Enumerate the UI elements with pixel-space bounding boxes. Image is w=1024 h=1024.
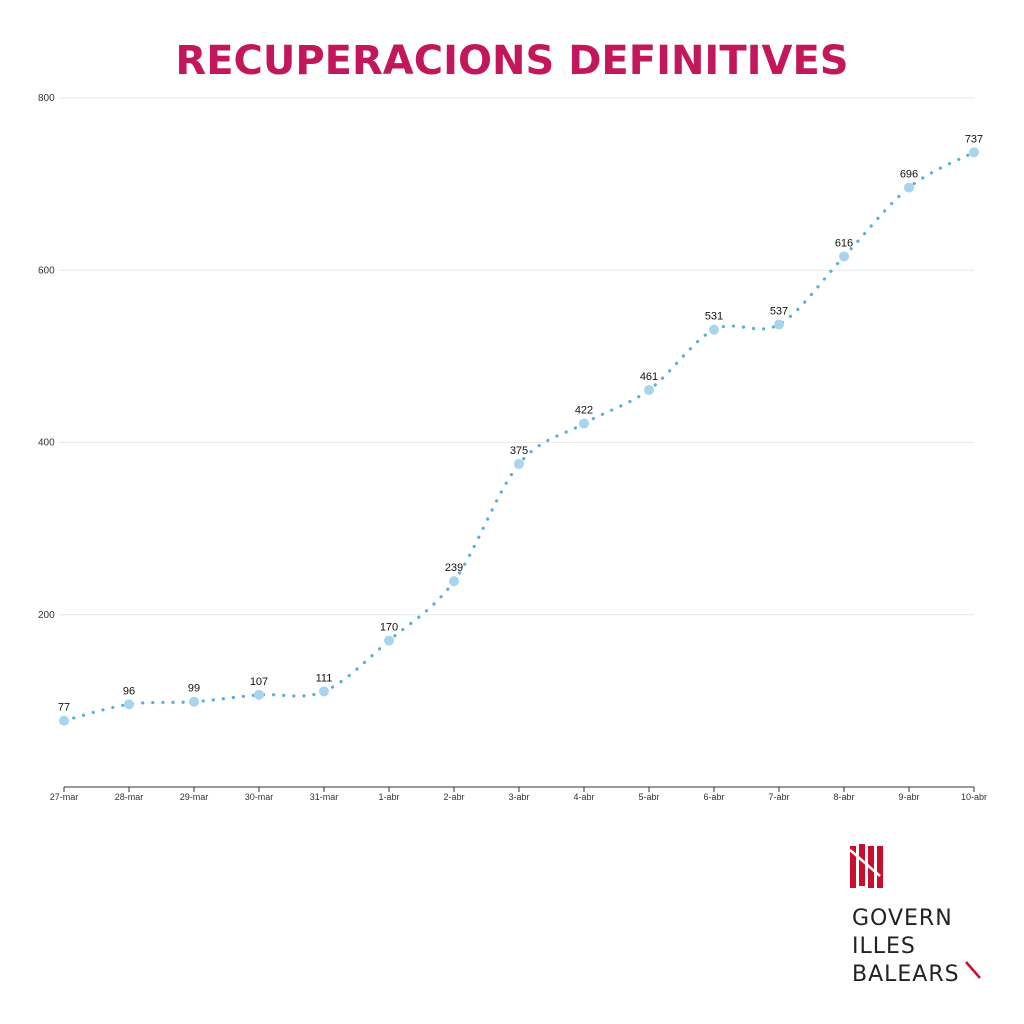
x-tick-label: 5-abr [638,792,659,802]
data-point [709,324,719,335]
data-label: 616 [835,237,853,249]
data-point [59,715,69,726]
data-point [644,384,654,395]
logo-text: GOVERN ILLES BALEARS [852,905,960,989]
y-tick-label: 200 [38,610,55,621]
y-tick-label: 600 [38,265,55,276]
line-chart: 200 400 600 800 27-mar 28-mar 29-mar 30-mar 31-m… [38,93,987,802]
data-label: 107 [250,676,268,688]
x-tick-label: 6-abr [703,792,724,802]
data-point [579,418,589,429]
data-point [449,576,459,587]
data-point [774,319,784,330]
x-tick-label: 27-mar [50,792,79,802]
x-tick-label: 7-abr [768,792,789,802]
logo-line-balears: BALEARS [852,962,960,987]
govern-logo-icon [850,844,981,979]
data-label: 77 [58,702,70,714]
data-label: 111 [316,672,333,684]
x-tick-label: 9-abr [898,792,919,802]
x-tick-label: 8-abr [833,792,854,802]
data-point [514,459,524,470]
x-tick-label: 1-abr [378,792,399,802]
x-tick-label: 30-mar [245,792,274,802]
x-tick-label: 2-abr [443,792,464,802]
data-point [904,182,914,193]
x-tick-label: 3-abr [508,792,529,802]
data-label: 531 [705,311,723,323]
x-tick-label: 10-abr [961,792,987,802]
data-point [839,251,849,262]
data-label: 461 [640,371,658,383]
data-label: 696 [900,169,918,181]
data-label: 537 [770,306,788,318]
data-point [384,635,394,646]
data-label: 737 [965,133,983,145]
data-point [124,699,134,710]
data-point [254,689,264,700]
x-tick-label: 4-abr [573,792,594,802]
chart-title: RECUPERACIONS DEFINITIVES [175,38,849,84]
logo-line-illes: ILLES [852,934,916,959]
y-tick-label: 400 [38,438,55,449]
y-tick-label: 800 [38,93,55,104]
series-line [62,150,976,723]
data-label: 96 [123,685,135,697]
data-label: 239 [445,562,463,574]
x-tick-label: 31-mar [310,792,339,802]
data-label: 422 [575,405,593,417]
data-point [319,686,329,697]
data-label: 375 [510,445,528,457]
x-tick-label: 29-mar [180,792,209,802]
data-point [969,147,979,158]
logo-line-govern: GOVERN [852,906,953,931]
x-tick-label: 28-mar [115,792,144,802]
data-label: 99 [188,683,200,695]
data-point [189,696,199,707]
data-label: 170 [380,622,398,634]
